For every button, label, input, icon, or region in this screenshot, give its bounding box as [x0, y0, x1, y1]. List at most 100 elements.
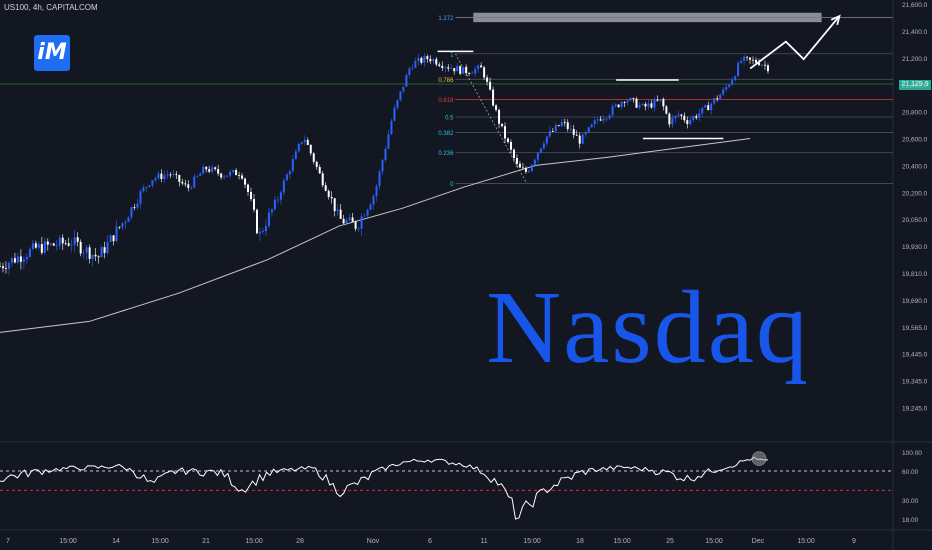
- candle-body: [456, 66, 459, 72]
- candle-body: [665, 106, 668, 114]
- candle-body: [411, 67, 414, 69]
- watermark-text: Nasdaq: [486, 270, 810, 385]
- candle-body: [1, 266, 4, 269]
- candle-body: [169, 174, 172, 176]
- candle-body: [581, 134, 584, 144]
- candle-body: [489, 81, 492, 90]
- candle-body: [536, 152, 539, 160]
- candle-body: [408, 68, 411, 75]
- candle-body: [450, 68, 453, 69]
- candle-body: [447, 67, 450, 69]
- candle-body: [746, 56, 749, 58]
- candle-body: [420, 57, 423, 63]
- candle-body: [686, 120, 689, 125]
- fib-level-label: 0: [450, 182, 454, 188]
- oscillator-tick-label: 60.00: [902, 469, 919, 476]
- time-tick-label: 6: [428, 538, 432, 545]
- candle-body: [707, 105, 710, 111]
- candle-body: [563, 121, 566, 123]
- candle-body: [438, 64, 441, 66]
- candle-body: [327, 190, 330, 197]
- candle-body: [187, 184, 190, 188]
- candle-body: [399, 91, 402, 100]
- candle-body: [163, 175, 166, 180]
- candle-body: [103, 247, 106, 253]
- candle-body: [477, 65, 480, 70]
- candle-body: [521, 167, 524, 169]
- candle-body: [396, 99, 399, 108]
- candle-body: [474, 69, 477, 74]
- candle-body: [267, 212, 270, 226]
- candle-body: [91, 254, 94, 259]
- candle-body: [668, 113, 671, 125]
- candle-body: [486, 77, 489, 82]
- im-logo: iM: [34, 35, 70, 71]
- candle-body: [722, 89, 725, 95]
- candle-body: [145, 186, 148, 188]
- price-tick-label: 21,400.0: [902, 29, 928, 36]
- price-tick-label: 21,000.0: [902, 83, 928, 90]
- candle-body: [339, 209, 342, 219]
- candle-body: [175, 174, 178, 176]
- candle-body: [405, 74, 408, 87]
- candle-body: [318, 166, 321, 174]
- candle-body: [471, 73, 474, 75]
- candle-body: [390, 120, 393, 135]
- candle-body: [435, 59, 438, 65]
- price-tick-label: 20,400.0: [902, 163, 928, 170]
- time-tick-label: 25: [666, 538, 674, 545]
- fib-level-label: 1.272: [438, 16, 454, 22]
- price-tick-label: 20,050.0: [902, 217, 928, 224]
- candle-body: [680, 114, 683, 116]
- candle-body: [578, 135, 581, 144]
- candle-body: [728, 84, 731, 87]
- candle-body: [241, 175, 244, 179]
- candle-body: [46, 241, 49, 245]
- candle-body: [25, 256, 28, 260]
- candle-body: [238, 175, 241, 176]
- candle-body: [363, 215, 366, 217]
- candle-body: [273, 199, 276, 210]
- candle-body: [88, 247, 91, 259]
- price-tick-label: 21,200.0: [902, 56, 928, 63]
- time-tick-label: 21: [202, 538, 210, 545]
- candle-body: [255, 209, 258, 234]
- candle-body: [626, 100, 629, 103]
- candle-body: [647, 103, 650, 107]
- candle-body: [288, 171, 291, 175]
- candle-body: [731, 80, 734, 85]
- candle-body: [671, 118, 674, 125]
- candle-body: [725, 86, 728, 90]
- candle-body: [151, 180, 154, 186]
- candle-body: [7, 262, 10, 269]
- candle-body: [31, 243, 34, 249]
- candle-body: [504, 126, 507, 139]
- candle-body: [202, 166, 205, 174]
- candle-body: [333, 198, 336, 212]
- candle-body: [94, 254, 97, 257]
- candle-body: [566, 122, 569, 129]
- oscillator-line: [0, 456, 768, 520]
- candle-body: [527, 171, 530, 172]
- candle-body: [432, 59, 435, 62]
- candle-body: [276, 199, 279, 201]
- candle-body: [0, 266, 1, 268]
- candle-body: [270, 209, 273, 213]
- candle-body: [387, 134, 390, 149]
- candle-body: [584, 132, 587, 135]
- candle-body: [229, 171, 232, 176]
- candle-body: [315, 161, 318, 167]
- candle-body: [766, 65, 769, 72]
- candle-body: [157, 173, 160, 179]
- candle-body: [193, 176, 196, 188]
- candle-body: [551, 131, 554, 132]
- candle-body: [52, 243, 55, 246]
- candle-body: [106, 241, 109, 253]
- time-tick-label: 15:00: [59, 538, 77, 545]
- candle-body: [641, 103, 644, 106]
- candle-body: [734, 76, 737, 81]
- candle-body: [480, 65, 483, 68]
- candle-body: [468, 73, 471, 74]
- time-tick-label: 15:00: [151, 538, 169, 545]
